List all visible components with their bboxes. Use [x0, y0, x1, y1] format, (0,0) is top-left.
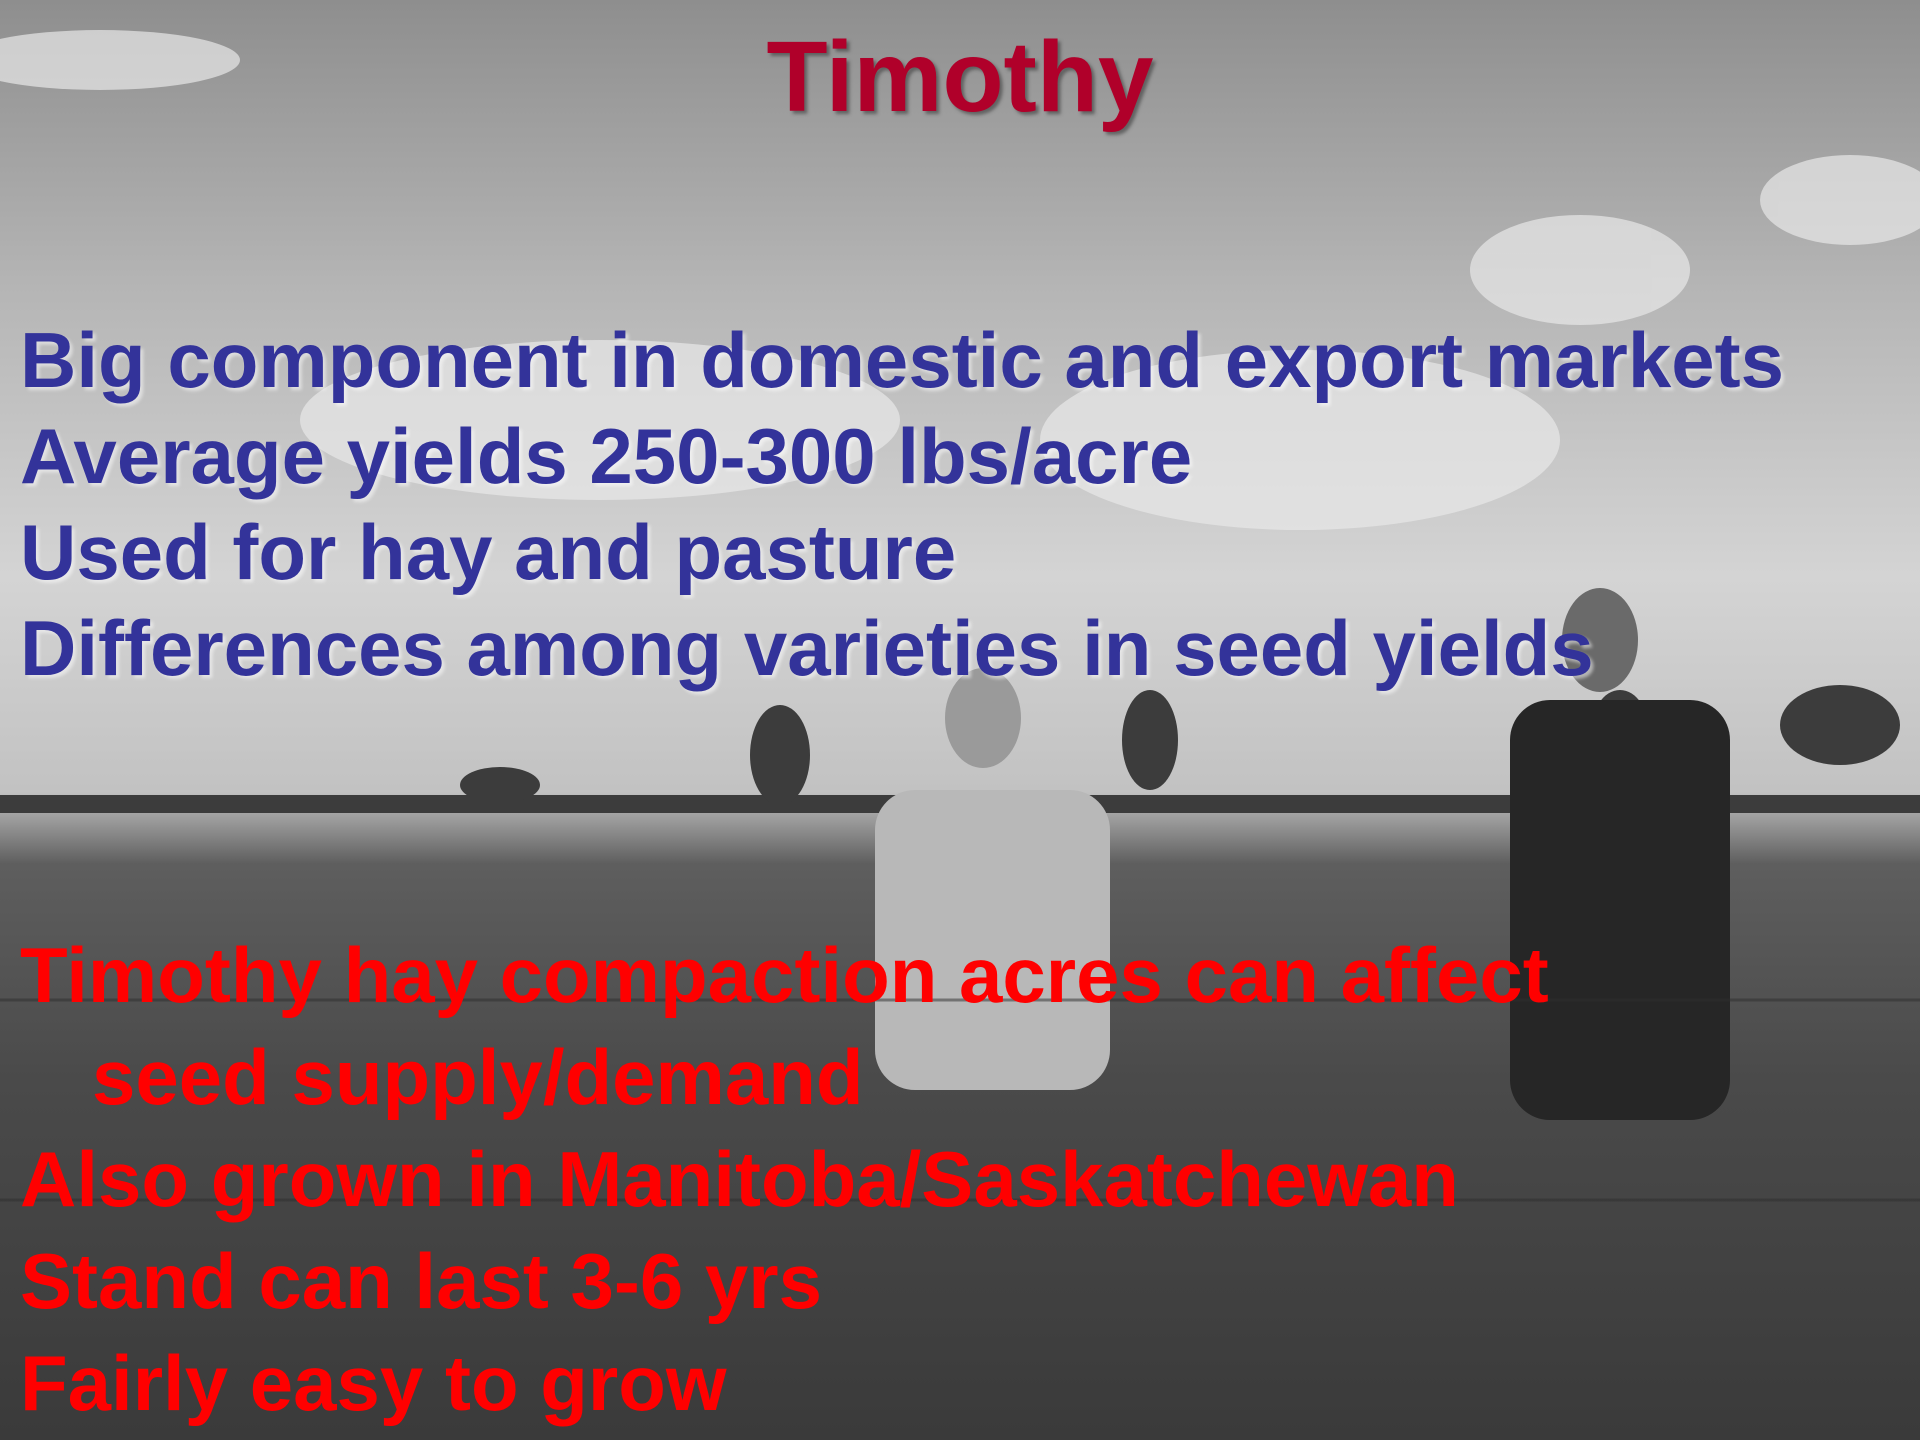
bullet-point: Timothy hay compaction acres can affect …	[20, 924, 1740, 1128]
bullet-point: Used for hay and pasture	[20, 504, 1784, 600]
bullet-point: Average yields 250-300 lbs/acre	[20, 408, 1784, 504]
blue-bullets: Big component in domestic and export mar…	[20, 312, 1784, 696]
bullet-point: Stand can last 3-6 yrs	[20, 1230, 1740, 1332]
bullet-point: Differences among varieties in seed yiel…	[20, 600, 1784, 696]
bullet-point: Big component in domestic and export mar…	[20, 312, 1784, 408]
red-bullets: Timothy hay compaction acres can affect …	[20, 924, 1740, 1434]
slide-title: Timothy	[0, 20, 1920, 135]
bullet-point: Fairly easy to grow	[20, 1332, 1740, 1434]
bullet-point: Also grown in Manitoba/Saskatchewan	[20, 1128, 1740, 1230]
slide: Timothy Big component in domestic and ex…	[0, 0, 1920, 1440]
